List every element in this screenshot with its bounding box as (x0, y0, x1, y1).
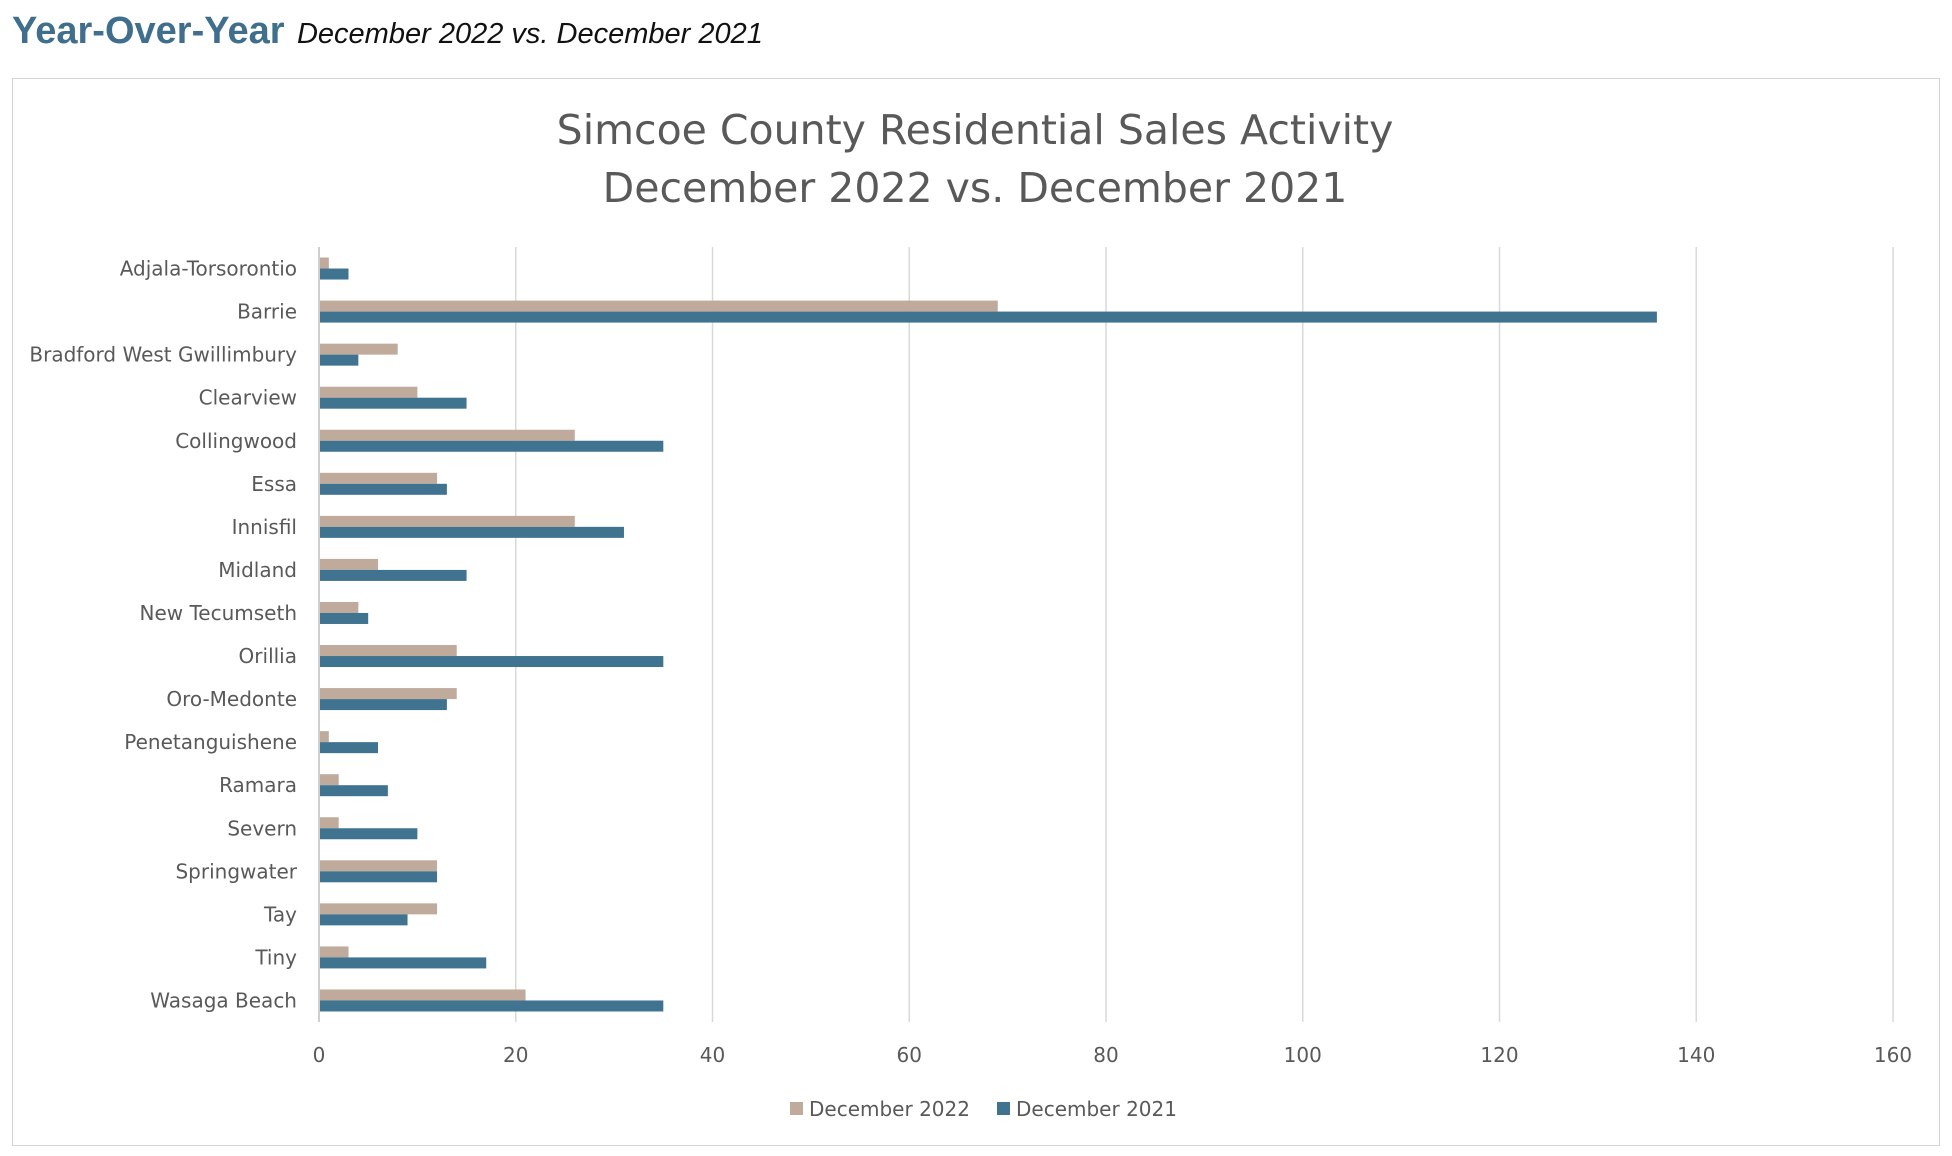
bar-december-2021 (320, 1000, 664, 1012)
x-tick-label: 160 (1874, 1043, 1912, 1067)
x-tick-label: 0 (313, 1043, 326, 1067)
category-label: Clearview (199, 386, 297, 410)
bar-december-2021 (320, 699, 447, 711)
bar-december-2022 (320, 472, 438, 484)
category-label: Ramara (219, 773, 297, 797)
category-label: Tiny (254, 945, 297, 969)
chart-title-line-1: Simcoe County Residential Sales Activity (557, 106, 1394, 154)
category-label: New Tecumseth (140, 601, 298, 625)
bar-december-2022 (320, 946, 349, 958)
chart-title-line-2: December 2022 vs. December 2021 (603, 164, 1348, 212)
bar-december-2022 (320, 817, 339, 829)
bar-december-2022 (320, 903, 438, 915)
category-label: Orillia (239, 644, 297, 668)
page-header: Year-Over-Year December 2022 vs. Decembe… (12, 10, 763, 53)
chart-title: Simcoe County Residential Sales Activity… (557, 106, 1394, 212)
bar-december-2022 (320, 774, 339, 786)
bar-december-2021 (320, 828, 418, 840)
bar-december-2021 (320, 656, 664, 668)
bar-december-2022 (320, 645, 457, 657)
bar-december-2022 (320, 731, 329, 743)
page-subtitle: December 2022 vs. December 2021 (296, 18, 763, 50)
x-tick-label: 100 (1284, 1043, 1322, 1067)
category-labels: Adjala-Torsorontio Barrie Bradford West Gw… (29, 257, 297, 1013)
bar-december-2021 (320, 526, 624, 538)
bar-december-2021 (320, 268, 349, 280)
bar-december-2022 (320, 300, 998, 312)
bar-december-2022 (320, 860, 438, 872)
x-tick-label: 40 (700, 1043, 725, 1067)
x-tick-label: 80 (1093, 1043, 1118, 1067)
bar-december-2021 (320, 397, 467, 409)
legend: December 2022 December 2021 (790, 1097, 1177, 1121)
legend-swatch (997, 1102, 1010, 1115)
bar-december-2021 (320, 569, 467, 581)
category-label: Collingwood (175, 429, 297, 453)
bar-december-2021 (320, 612, 369, 624)
bar-december-2022 (320, 257, 329, 269)
category-label: Severn (227, 816, 297, 840)
bar-december-2021 (320, 354, 359, 366)
x-tick-label: 20 (503, 1043, 528, 1067)
x-tick-label: 140 (1677, 1043, 1715, 1067)
x-tick-label: 60 (897, 1043, 922, 1067)
category-label: Springwater (175, 859, 297, 883)
x-axis-tick-labels: 0 20 40 60 80 100 120 140 160 (313, 1043, 1912, 1067)
bars (320, 257, 1657, 1012)
legend-label: December 2022 (809, 1097, 970, 1121)
bar-december-2022 (320, 558, 379, 570)
bar-december-2022 (320, 989, 526, 1001)
bar-december-2021 (320, 483, 447, 495)
category-label: Innisfil (232, 515, 297, 539)
category-label: Oro-Medonte (166, 687, 297, 711)
bar-december-2021 (320, 871, 438, 883)
category-label: Adjala-Torsorontio (120, 257, 297, 281)
bar-december-2022 (320, 688, 457, 700)
page-title: Year-Over-Year (12, 10, 285, 52)
category-label: Tay (263, 902, 297, 926)
x-tick-label: 120 (1480, 1043, 1518, 1067)
legend-label: December 2021 (1016, 1097, 1177, 1121)
bar-december-2021 (320, 311, 1657, 323)
bar-december-2022 (320, 515, 575, 527)
category-label: Wasaga Beach (150, 988, 297, 1012)
bar-december-2022 (320, 343, 398, 355)
category-label: Barrie (237, 300, 297, 324)
bar-december-2021 (320, 785, 388, 797)
bar-december-2021 (320, 742, 379, 754)
bar-december-2022 (320, 601, 359, 613)
legend-swatch (790, 1102, 803, 1115)
bar-december-2022 (320, 429, 575, 441)
category-label: Penetanguishene (124, 730, 297, 754)
bar-december-2021 (320, 957, 487, 969)
bar-december-2022 (320, 386, 418, 398)
category-label: Bradford West Gwillimbury (29, 343, 297, 367)
bar-december-2021 (320, 440, 664, 452)
bar-december-2021 (320, 914, 408, 926)
gridlines (318, 247, 1894, 1022)
category-label: Midland (218, 558, 297, 582)
category-label: Essa (251, 472, 297, 496)
